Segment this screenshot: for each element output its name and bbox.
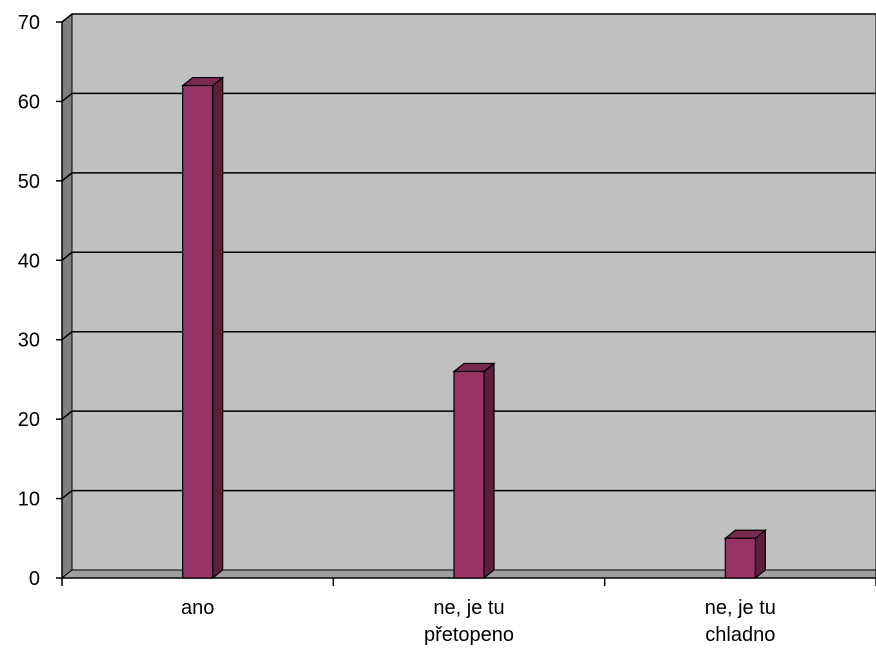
labels: 0 10 20 30 40 50 60 70 ano ne, je tu přetopeno ne, … [18, 12, 776, 646]
y-tick-label: 40 [18, 250, 40, 272]
y-tick-label: 30 [18, 330, 40, 352]
x-category-label: přetopeno [424, 624, 514, 646]
bar [180, 76, 225, 580]
x-category-label: ano [181, 597, 214, 619]
y-tick-label: 10 [18, 489, 40, 511]
y-tick-label: 60 [18, 91, 40, 113]
y-tick-label: 20 [18, 409, 40, 431]
x-category-label: ne, je tu [433, 597, 504, 619]
gridlines [61, 13, 876, 500]
gridline [61, 92, 876, 103]
gridline [61, 410, 876, 420]
bar-side-face [483, 362, 495, 580]
gridline [61, 251, 876, 261]
y-tick-label: 0 [29, 568, 40, 590]
bar-front-face [724, 537, 756, 579]
gridline [61, 330, 876, 341]
side-wall [61, 12, 73, 580]
bar [452, 362, 496, 580]
gridline [61, 172, 876, 182]
gridline [61, 13, 876, 23]
bar-front-face [182, 84, 214, 579]
x-category-label: ne, je tu [705, 597, 776, 619]
y-tick-label: 70 [18, 12, 40, 34]
gridline [61, 489, 876, 500]
x-category-label: chladno [705, 624, 775, 646]
bar-front-face [453, 370, 485, 579]
y-tick-label: 50 [18, 171, 40, 193]
bar-side-face [212, 76, 224, 580]
bar [723, 529, 768, 580]
bars [180, 76, 768, 580]
